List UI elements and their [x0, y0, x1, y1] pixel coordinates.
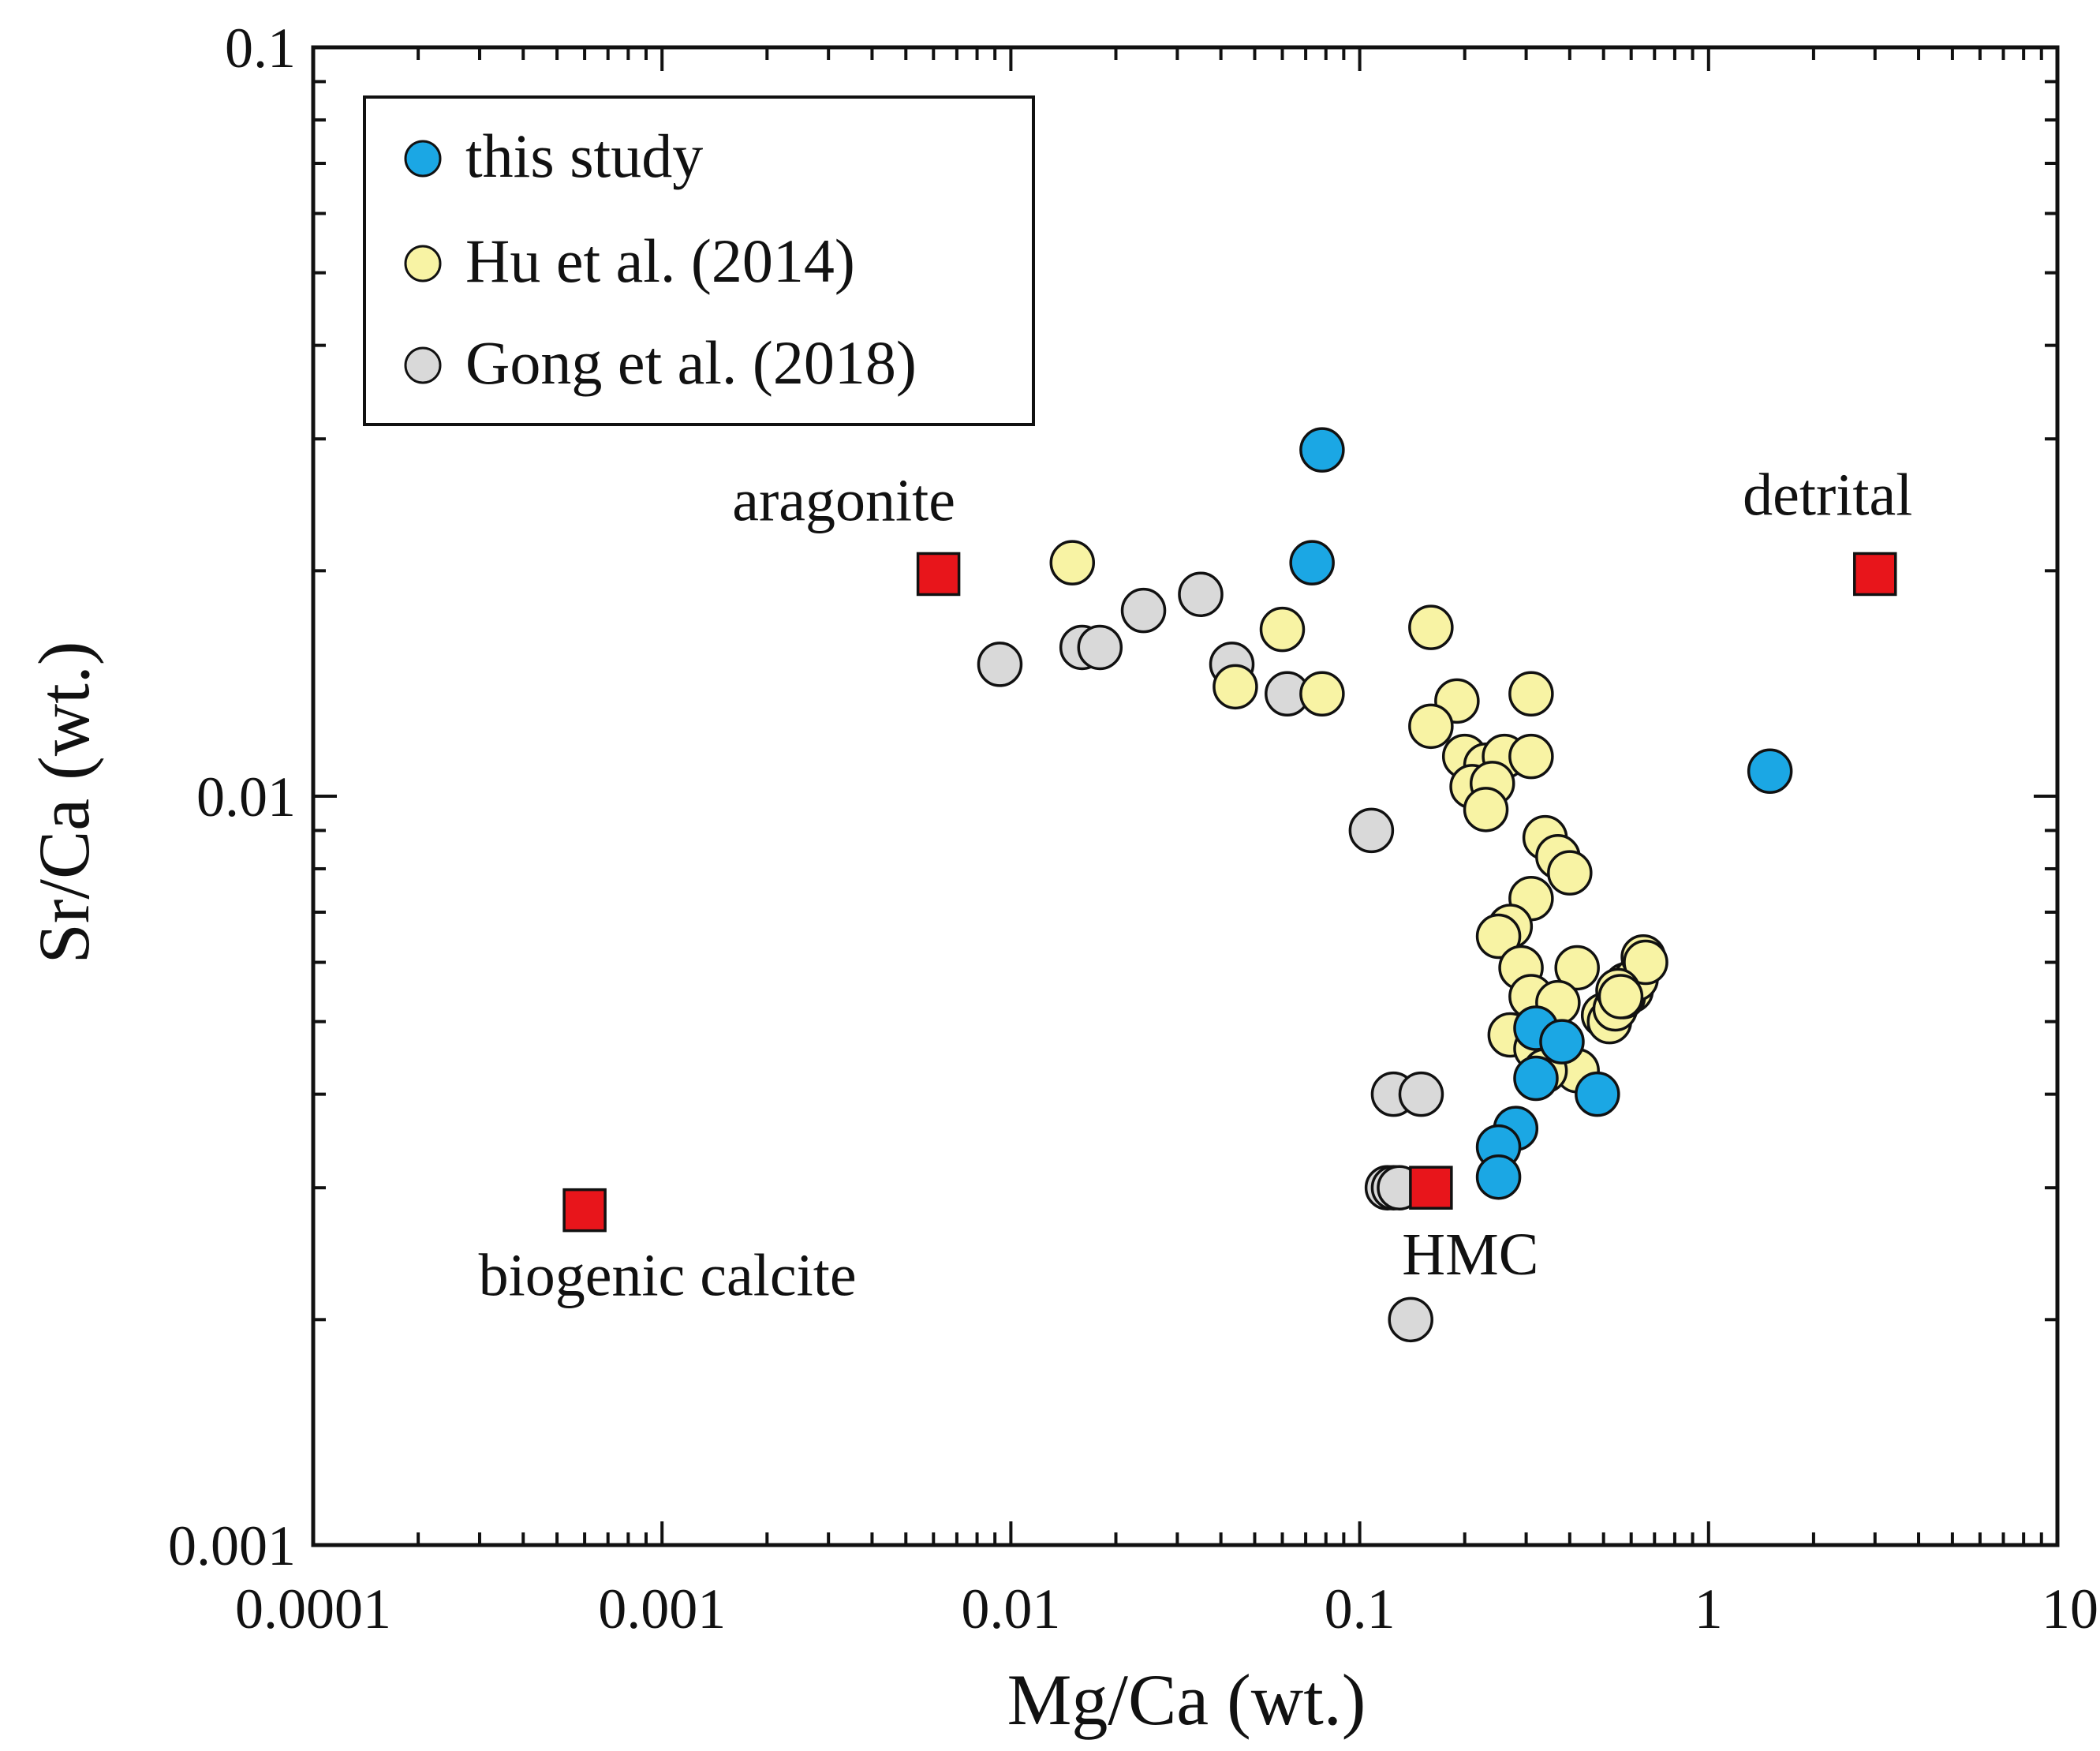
- legend-label-gong-2018: Gong et al. (2018): [465, 328, 917, 397]
- legend-marker-gong-2018: [404, 346, 442, 384]
- x-tick-label: 0.0001: [235, 1577, 391, 1641]
- point-this-study: [1539, 1019, 1585, 1064]
- reference-label-aragonite: aragonite: [732, 467, 955, 533]
- point-hu-et-al-2014: [1408, 604, 1454, 650]
- point-this-study: [1575, 1071, 1620, 1117]
- point-this-study: [1289, 540, 1335, 586]
- point-hu-et-al-2014: [1213, 664, 1258, 710]
- legend: this study Hu et al. (2014) Gong et al. …: [363, 95, 1035, 426]
- point-hu-et-al-2014: [1554, 945, 1600, 991]
- point-this-study: [1513, 1055, 1559, 1102]
- reference-label-detrital: detrital: [1743, 462, 1912, 528]
- y-tick-label: 0.01: [196, 765, 296, 829]
- x-tick-label: 0.01: [961, 1577, 1060, 1641]
- data-points: [977, 427, 1793, 1343]
- legend-box: [363, 95, 1035, 426]
- reference-label-hmc: HMC: [1402, 1222, 1538, 1288]
- point-gong-et-al-2018: [977, 642, 1023, 687]
- point-hu-et-al-2014: [1259, 606, 1306, 653]
- legend-label-this-study: this study: [465, 122, 703, 190]
- legend-marker-this-study: [404, 140, 442, 178]
- reference-marker-detrital: [1853, 552, 1897, 597]
- x-tick-label: 0.1: [1325, 1577, 1396, 1641]
- x-tick-label: 10: [2042, 1577, 2098, 1641]
- reference-marker-aragonite: [916, 552, 961, 597]
- y-tick-label: 0.001: [168, 1514, 296, 1577]
- y-axis-title: Sr/Ca (wt.): [24, 642, 104, 964]
- point-hu-et-al-2014: [1408, 703, 1454, 750]
- point-hu-et-al-2014: [1299, 671, 1345, 717]
- point-hu-et-al-2014: [1508, 733, 1554, 780]
- x-axis-title: Mg/Ca (wt.): [1007, 1659, 1366, 1740]
- legend-marker-hu-2014: [404, 245, 442, 282]
- y-tick-label: 0.1: [225, 17, 296, 80]
- point-hu-et-al-2014: [1463, 787, 1509, 832]
- point-gong-et-al-2018: [1178, 571, 1224, 617]
- point-gong-et-al-2018: [1077, 624, 1123, 671]
- x-tick-label: 0.001: [598, 1577, 726, 1641]
- reference-marker-biogenic-calcite: [562, 1188, 607, 1233]
- reference-points: aragonite detrital HMC biogenic calcite: [479, 462, 1913, 1308]
- point-gong-et-al-2018: [1398, 1071, 1444, 1117]
- point-gong-et-al-2018: [1120, 587, 1167, 634]
- x-tick-label: 1: [1695, 1577, 1723, 1641]
- reference-marker-hmc: [1409, 1165, 1453, 1210]
- point-this-study: [1747, 748, 1793, 795]
- point-hu-et-al-2014: [1547, 850, 1593, 896]
- point-hu-et-al-2014: [1508, 671, 1554, 717]
- point-hu-et-al-2014: [1475, 913, 1522, 960]
- point-this-study: [1299, 427, 1345, 473]
- reference-label-biogenic-calcite: biogenic calcite: [479, 1243, 857, 1309]
- point-hu-et-al-2014: [1049, 540, 1096, 586]
- point-gong-et-al-2018: [1388, 1296, 1433, 1343]
- point-hu-et-al-2014: [1597, 974, 1644, 1020]
- point-hu-et-al-2014: [1623, 939, 1668, 986]
- point-this-study: [1475, 1154, 1522, 1200]
- point-gong-et-al-2018: [1348, 807, 1395, 854]
- legend-label-hu-2014: Hu et al. (2014): [465, 226, 855, 295]
